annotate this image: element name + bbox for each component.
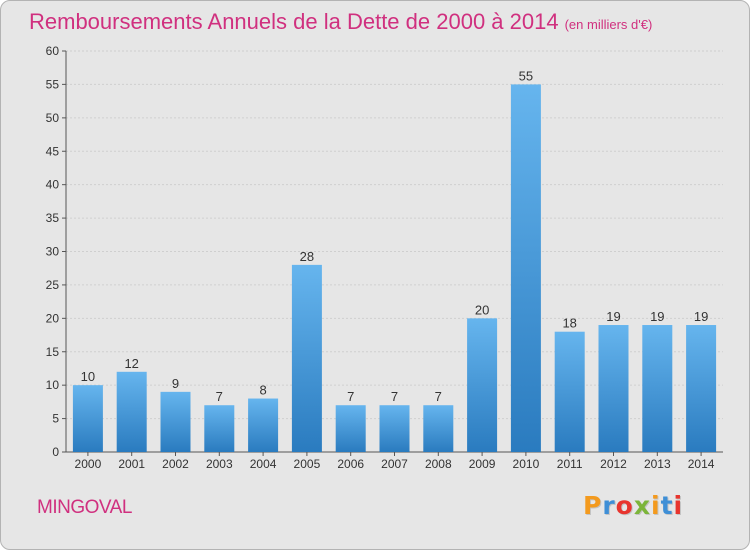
bar-2004 xyxy=(248,398,279,452)
bar-2008 xyxy=(423,405,454,452)
x-tick-label: 2011 xyxy=(557,457,583,471)
y-tick-label: 60 xyxy=(46,44,60,58)
x-tick-label: 2009 xyxy=(469,457,496,471)
y-tick-label: 50 xyxy=(46,111,60,125)
y-tick-label: 55 xyxy=(46,77,60,91)
bar-2001 xyxy=(116,371,147,452)
bar-2003 xyxy=(204,405,235,452)
data-label: 7 xyxy=(216,389,223,404)
data-label: 19 xyxy=(694,309,708,324)
x-tick-label: 2008 xyxy=(425,457,452,471)
y-tick-label: 35 xyxy=(46,211,60,225)
data-label: 20 xyxy=(475,302,489,317)
bar-2014 xyxy=(686,325,717,452)
logo-letter: i xyxy=(651,491,661,520)
x-tick-label: 2000 xyxy=(75,457,102,471)
x-tick-label: 2002 xyxy=(162,457,189,471)
x-tick-label: 2010 xyxy=(513,457,540,471)
bars xyxy=(72,84,717,453)
chart-title-text: Remboursements Annuels de la Dette de 20… xyxy=(29,9,559,34)
y-tick-label: 10 xyxy=(46,378,60,392)
x-tick-label: 2005 xyxy=(294,457,321,471)
data-label: 19 xyxy=(606,309,620,324)
bar-2013 xyxy=(642,325,673,452)
x-tick-label: 2003 xyxy=(206,457,233,471)
logo-letter: P xyxy=(583,491,603,520)
data-label: 12 xyxy=(124,356,138,371)
y-tick-label: 15 xyxy=(46,345,60,359)
logo-letter: i xyxy=(673,491,684,520)
x-tick-label: 2004 xyxy=(250,457,277,471)
y-tick-label: 30 xyxy=(46,245,60,259)
y-tick-label: 20 xyxy=(46,311,60,325)
x-tick-label: 2001 xyxy=(118,457,145,471)
bar-2006 xyxy=(335,405,366,452)
logo-letter: x xyxy=(633,491,651,520)
data-label: 18 xyxy=(562,316,576,331)
bar-2000 xyxy=(72,385,103,452)
y-tick-label: 40 xyxy=(46,178,60,192)
bar-2007 xyxy=(379,405,410,452)
bar-2002 xyxy=(160,391,191,452)
logo-letter: r xyxy=(602,491,616,520)
data-label: 7 xyxy=(347,389,354,404)
data-label: 10 xyxy=(81,369,95,384)
bar-2010 xyxy=(510,84,541,453)
x-tick-label: 2013 xyxy=(644,457,671,471)
logo-letter: o xyxy=(615,491,634,520)
x-tick-label: 2006 xyxy=(337,457,364,471)
y-tick-label: 0 xyxy=(52,445,59,459)
x-tick-label: 2012 xyxy=(600,457,627,471)
data-label: 8 xyxy=(259,383,266,398)
gridlines xyxy=(66,50,723,453)
y-tick-label: 5 xyxy=(52,412,59,426)
x-tick-label: 2007 xyxy=(381,457,408,471)
proxiti-logo: Proxiti xyxy=(583,491,693,525)
data-label: 19 xyxy=(650,309,664,324)
y-tick-label: 45 xyxy=(46,144,60,158)
bar-2005 xyxy=(291,264,322,452)
data-label: 28 xyxy=(300,249,314,264)
logo-letter: t xyxy=(660,491,674,520)
data-label: 9 xyxy=(172,376,179,391)
commune-name: MINGOVAL xyxy=(37,497,132,518)
bar-2011 xyxy=(554,331,585,452)
y-tick-label: 25 xyxy=(46,278,60,292)
bar-2012 xyxy=(598,325,629,452)
x-tick-label: 2014 xyxy=(688,457,715,471)
chart-title: Remboursements Annuels de la Dette de 20… xyxy=(29,9,652,35)
data-label: 55 xyxy=(519,68,533,83)
labels: 10 12 9 7 8 28 7 7 7 20 55 18 19 19 19 xyxy=(81,68,709,404)
data-label: 7 xyxy=(391,389,398,404)
chart-subtitle: (en milliers d'€) xyxy=(564,17,653,32)
data-label: 7 xyxy=(435,389,442,404)
bar-2009 xyxy=(467,318,498,452)
